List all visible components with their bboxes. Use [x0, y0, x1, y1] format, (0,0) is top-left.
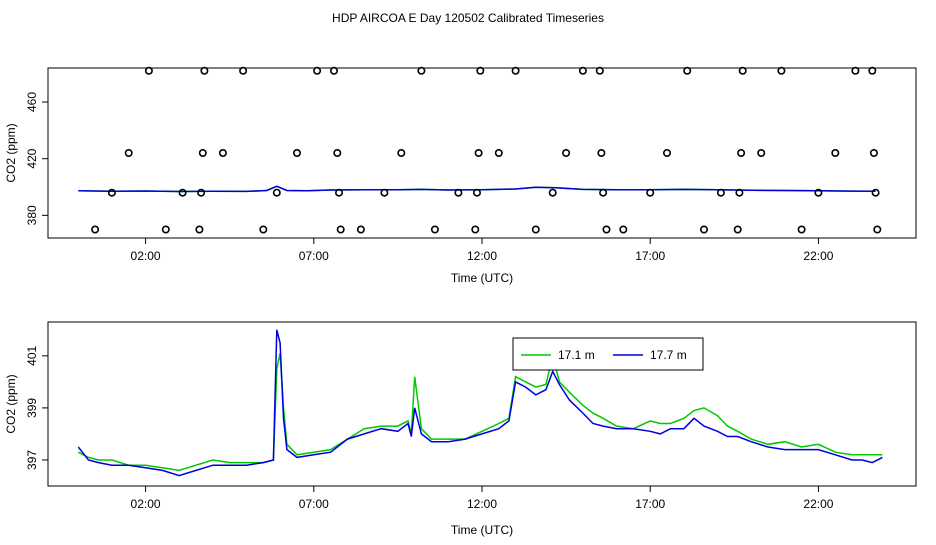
- bottom-x-tick-label: 12:00: [467, 497, 497, 511]
- scatter-panel: 02:00 07:00 12:00 17:00 22:00 380 420 460 Time…: [4, 66, 917, 285]
- line-panel: 02:00 07:00 12:00 17:00 22:00 397 399 401 Time…: [4, 321, 917, 537]
- bottom-x-axis-label: Time (UTC): [451, 523, 513, 537]
- scatter-point: [562, 149, 571, 158]
- legend-label-17-1m: 17.1 m: [558, 348, 595, 362]
- top-x-axis-label: Time (UTC): [451, 271, 513, 285]
- bottom-y-tick-label: 401: [25, 346, 39, 366]
- bottom-plot-frame: [47, 321, 917, 487]
- scatter-point: [597, 149, 606, 158]
- scatter-point: [380, 188, 389, 197]
- scatter-point: [494, 149, 503, 158]
- scatter-point: [662, 149, 671, 158]
- scatter-point: [161, 225, 170, 234]
- scatter-point: [733, 225, 742, 234]
- legend-box: [512, 337, 704, 371]
- scatter-point: [869, 149, 878, 158]
- scatter-point: [218, 149, 227, 158]
- scatter-point: [259, 225, 268, 234]
- scatter-point: [272, 188, 281, 197]
- scatter-point: [474, 149, 483, 158]
- scatter-point: [851, 66, 860, 75]
- scatter-point: [868, 66, 877, 75]
- scatter-point: [200, 66, 209, 75]
- scatter-point: [334, 188, 343, 197]
- bottom-y-tick-label: 397: [25, 450, 39, 470]
- top-x-tick-label: 12:00: [467, 249, 497, 263]
- series-line-17-1m: [77, 353, 883, 472]
- scatter-point: [197, 188, 206, 197]
- scatter-point: [646, 188, 655, 197]
- scatter-point: [548, 188, 557, 197]
- bottom-x-tick-label: 17:00: [635, 497, 665, 511]
- series-line-17-7m: [77, 329, 883, 477]
- legend: 17.1 m 17.7 m: [512, 337, 704, 371]
- scatter-point: [511, 66, 520, 75]
- scatter-point: [797, 225, 806, 234]
- scatter-point: [716, 188, 725, 197]
- scatter-point: [472, 188, 481, 197]
- scatter-point: [602, 225, 611, 234]
- scatter-point: [814, 188, 823, 197]
- scatter-point: [144, 66, 153, 75]
- scatter-point: [595, 66, 604, 75]
- top-y-tick-label: 420: [25, 148, 39, 168]
- top-y-axis-label: CO2 (ppm): [4, 123, 18, 182]
- scatter-point: [531, 225, 540, 234]
- top-y-tick-label: 460: [25, 92, 39, 112]
- scatter-point: [699, 225, 708, 234]
- scatter-point: [454, 188, 463, 197]
- scatter-point: [417, 66, 426, 75]
- scatter-point: [683, 66, 692, 75]
- scatter-point: [578, 66, 587, 75]
- bottom-x-tick-label: 22:00: [803, 497, 833, 511]
- scatter-point: [91, 225, 100, 234]
- scatter-point: [738, 66, 747, 75]
- scatter-point: [124, 149, 133, 158]
- bottom-x-tick-label: 02:00: [131, 497, 161, 511]
- top-x-tick-label: 07:00: [299, 249, 329, 263]
- scatter-point: [737, 149, 746, 158]
- scatter-point: [336, 225, 345, 234]
- scatter-point: [195, 225, 204, 234]
- top-series-line-blue: [78, 185, 876, 193]
- top-x-tick-label: 22:00: [803, 249, 833, 263]
- scatter-point: [313, 66, 322, 75]
- scatter-point: [831, 149, 840, 158]
- bottom-y-axis-label: CO2 (ppm): [4, 374, 18, 433]
- scatter-point: [198, 149, 207, 158]
- bottom-y-tick-label: 399: [25, 398, 39, 418]
- top-y-tick-label: 380: [25, 205, 39, 225]
- scatter-point: [356, 225, 365, 234]
- top-x-tick-label: 02:00: [131, 249, 161, 263]
- scatter-point: [873, 225, 882, 234]
- scatter-point: [871, 188, 880, 197]
- scatter-point: [599, 188, 608, 197]
- scatter-point: [757, 149, 766, 158]
- scatter-point: [292, 149, 301, 158]
- scatter-point: [397, 149, 406, 158]
- scatter-point: [239, 66, 248, 75]
- scatter-point: [430, 225, 439, 234]
- scatter-point: [777, 66, 786, 75]
- scatter-point: [619, 225, 628, 234]
- scatter-point: [476, 66, 485, 75]
- scatter-point: [735, 188, 744, 197]
- top-x-tick-label: 17:00: [635, 249, 665, 263]
- legend-label-17-7m: 17.7 m: [650, 348, 687, 362]
- scatter-point: [329, 66, 338, 75]
- scatter-point: [107, 188, 116, 197]
- scatter-point: [471, 225, 480, 234]
- bottom-x-tick-label: 07:00: [299, 497, 329, 511]
- scatter-point: [333, 149, 342, 158]
- figure-title: HDP AIRCOA E Day 120502 Calibrated Times…: [332, 11, 604, 25]
- scatter-point: [178, 188, 187, 197]
